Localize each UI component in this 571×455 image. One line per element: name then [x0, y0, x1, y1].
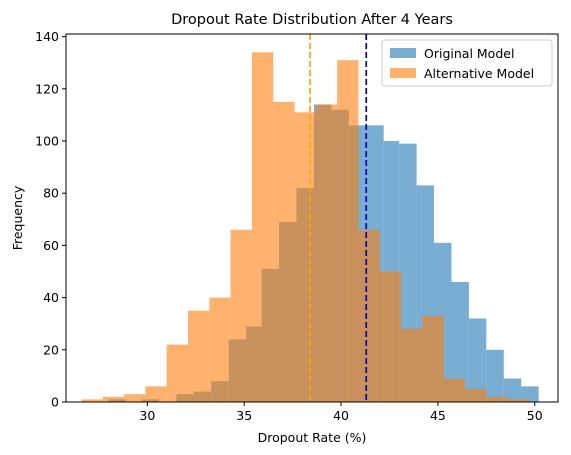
histogram-bar-alternative — [401, 328, 423, 402]
histogram-bar-alternative — [443, 378, 466, 402]
x-tick-label: 40 — [333, 408, 349, 423]
histogram-bar-alternative — [230, 229, 252, 402]
histogram-bar-alternative — [379, 271, 402, 402]
histogram-bar-original — [451, 281, 469, 402]
histogram-bar-alternative — [358, 229, 380, 402]
y-tick-label: 100 — [35, 134, 59, 149]
legend: Original Model Alternative Model — [381, 39, 553, 87]
x-axis-label: Dropout Rate (%) — [258, 430, 367, 445]
histogram-bar-alternative — [486, 396, 508, 402]
plot-frame — [65, 33, 559, 403]
legend-box — [381, 39, 553, 87]
histogram-bar-alternative — [465, 388, 487, 402]
histogram-bar-alternative — [315, 104, 338, 403]
x-tick-label: 50 — [527, 408, 543, 423]
histogram-bar-original — [503, 378, 522, 402]
y-tick-label: 0 — [51, 395, 59, 410]
y-tick-label: 20 — [43, 342, 59, 357]
y-tick-label: 60 — [43, 238, 59, 253]
bars-layer — [81, 52, 539, 403]
mean-lines-layer — [309, 34, 368, 402]
y-axis-label: Frequency — [10, 185, 25, 250]
y-tick-label: 80 — [43, 186, 59, 201]
legend-swatch-alternative — [390, 68, 416, 78]
histogram-bar-alternative — [507, 399, 529, 402]
x-tick-label: 35 — [236, 408, 252, 423]
legend-swatch-original — [390, 48, 416, 58]
histogram-bar-alternative — [251, 52, 274, 403]
histogram-bar-alternative — [81, 399, 103, 402]
legend-label-original: Original Model — [424, 46, 514, 61]
x-tick-label: 30 — [139, 408, 155, 423]
histogram-bar-alternative — [188, 310, 210, 402]
y-tick-label: 120 — [35, 81, 59, 96]
histogram-bar-alternative — [145, 386, 167, 402]
chart-title: Dropout Rate Distribution After 4 Years — [171, 12, 453, 28]
histogram-bar-alternative — [166, 344, 189, 402]
histogram-bar-alternative — [124, 394, 146, 402]
y-tick-label: 140 — [35, 29, 59, 44]
histogram-bar-original — [521, 386, 539, 402]
histogram-bar-alternative — [337, 60, 359, 402]
histogram-bar-alternative — [273, 101, 295, 402]
histogram-bar-alternative — [209, 297, 231, 402]
axes-layer — [65, 33, 559, 403]
histogram-bar-alternative — [422, 315, 444, 402]
histogram-bar-original — [468, 318, 487, 402]
ticks-layer: 30 35 40 45 50 0 20 40 60 80 100 120 140 — [35, 29, 543, 423]
histogram-bar-alternative — [102, 396, 125, 402]
legend-label-alternative: Alternative Model — [424, 66, 534, 81]
x-tick-label: 45 — [430, 408, 446, 423]
histogram-bar-original — [486, 349, 504, 402]
y-tick-label: 40 — [43, 290, 59, 305]
histogram-bar-alternative — [294, 112, 316, 402]
